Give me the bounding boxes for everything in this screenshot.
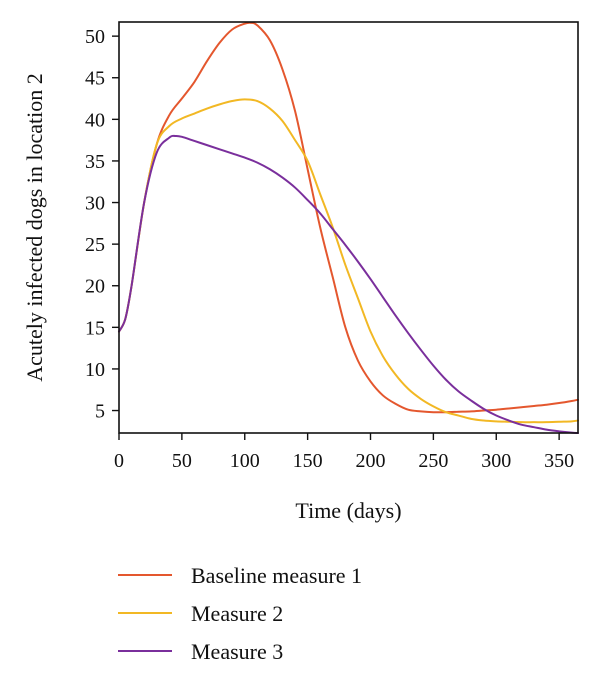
y-tick-label: 10: [85, 359, 105, 381]
plot-lines: [118, 21, 579, 434]
y-tick-label: 50: [85, 26, 105, 48]
x-axis-label: Time (days): [295, 498, 401, 523]
x-axis-ticks: 0 50 100 150 200 250 300 350: [114, 433, 574, 472]
x-tick-label: 0: [114, 450, 124, 472]
x-tick-label: 100: [230, 450, 260, 472]
legend: Baseline measure 1 Measure 2 Measure 3: [118, 563, 362, 664]
x-tick-label: 200: [356, 450, 386, 472]
y-tick-label: 25: [85, 234, 105, 256]
x-tick-label: 50: [172, 450, 192, 472]
legend-item: Measure 2: [118, 601, 283, 626]
legend-item: Baseline measure 1: [118, 563, 362, 588]
legend-label: Measure 3: [191, 639, 283, 664]
y-tick-label: 5: [95, 401, 105, 423]
legend-label: Baseline measure 1: [191, 563, 362, 588]
y-tick-label: 30: [85, 193, 105, 215]
series-line-2: [118, 98, 579, 424]
y-tick-label: 45: [85, 68, 105, 90]
x-tick-label: 350: [544, 450, 574, 472]
series-line-3: [118, 134, 579, 434]
y-tick-label: 20: [85, 276, 105, 298]
plot-frame: [118, 21, 579, 434]
y-tick-label: 40: [85, 109, 105, 131]
legend-item: Measure 3: [118, 639, 283, 664]
y-axis-label: Acutely infected dogs in location 2: [22, 73, 47, 382]
y-tick-label: 15: [85, 317, 105, 339]
y-tick-label: 35: [85, 151, 105, 173]
x-tick-label: 250: [418, 450, 448, 472]
x-tick-label: 150: [293, 450, 323, 472]
legend-label: Measure 2: [191, 601, 283, 626]
x-tick-label: 300: [481, 450, 511, 472]
series-line-1: [118, 21, 579, 414]
y-axis-ticks: 5 10 15 20 25 30 35 40 45 50: [85, 26, 119, 423]
